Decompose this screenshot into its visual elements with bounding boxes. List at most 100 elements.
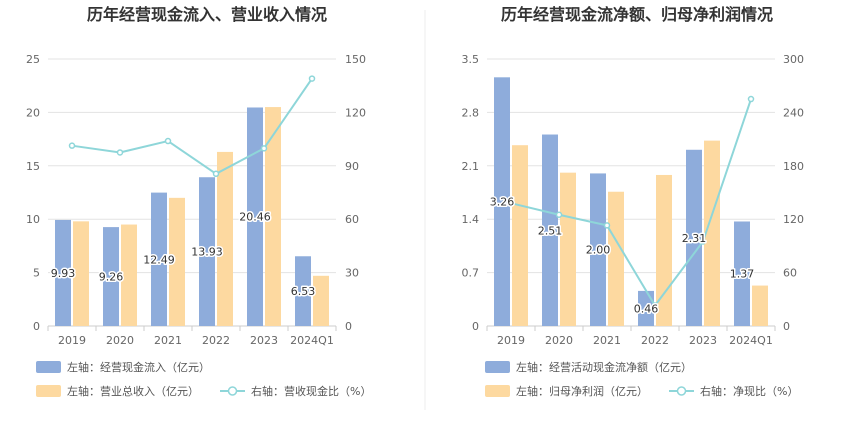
bar-data-label: 13.93 [191,246,223,259]
bar-primary [494,77,510,327]
bar-secondary [656,174,672,326]
bar-data-label: 2.31 [682,232,707,245]
legend-label: 左轴：归母净利润（亿元） [516,384,648,398]
bar-primary [55,219,71,326]
y-right-tick-label: 0 [783,320,790,333]
bar-secondary [121,224,137,326]
bar-secondary [560,172,576,326]
bar-primary [247,107,263,326]
x-tick-label: 2021 [593,334,621,347]
bar-primary [295,256,311,326]
bar-secondary [313,275,329,326]
bar-primary [590,173,606,326]
bar-primary [686,149,702,326]
y-left-tick-label: 15 [26,160,40,173]
y-right-tick-label: 180 [783,160,804,173]
bar-data-label: 2.00 [586,244,611,257]
bar-data-label: 12.49 [143,253,175,266]
bar-data-label: 9.93 [51,267,76,280]
bar-primary [638,290,654,326]
ratio-point [116,149,124,156]
y-left-tick-label: 20 [26,106,40,119]
x-tick-label: 2021 [154,334,182,347]
legend-swatch [485,361,510,373]
legend-label: 左轴：营业总收入（亿元） [67,384,199,398]
x-tick-label: 2019 [497,334,525,347]
bar-data-label: 9.26 [99,271,124,284]
ratio-line [510,98,752,308]
ratio-point [260,145,268,152]
ratio-point [212,170,220,178]
chart-title: 历年经营现金流入、营业收入情况 [87,5,327,24]
y-right-tick-label: 30 [345,267,359,280]
x-tick-label: 2020 [106,334,134,347]
y-left-tick-label: 3.5 [462,53,480,66]
y-right-tick-label: 120 [345,106,366,119]
legend-swatch [36,361,61,373]
bar-secondary [265,107,281,326]
bar-data-label: 20.46 [239,211,271,224]
y-left-tick-label: 25 [26,53,40,66]
bar-secondary [752,285,768,326]
bar-data-label: 6.53 [291,285,316,298]
y-left-tick-label: 1.4 [462,213,480,226]
bar-secondary [704,140,720,326]
bar-primary [151,192,167,326]
y-left-tick-label: 2.8 [462,106,480,119]
legend-swatch [485,385,510,397]
legend-label: 左轴：经营现金流入（亿元） [67,360,210,374]
y-right-tick-label: 60 [783,267,797,280]
y-left-tick-label: 10 [26,213,40,226]
bar-primary [542,134,558,326]
bar-data-label: 3.26 [490,196,515,209]
x-tick-label: 2024Q1 [290,334,334,347]
x-tick-label: 2022 [202,334,230,347]
y-right-tick-label: 150 [345,53,366,66]
legend-line-marker [227,386,238,396]
x-tick-label: 2022 [641,334,669,347]
bar-primary [103,227,119,326]
x-tick-label: 2019 [58,334,86,347]
ratio-point [603,222,611,229]
ratio-point [507,199,515,207]
ratio-point [747,95,755,103]
y-left-tick-label: 0.7 [462,267,480,280]
chart-title: 历年经营现金流净额、归母净利润情况 [501,5,773,24]
ratio-point [68,142,76,149]
bar-secondary [73,221,89,326]
bar-primary [199,177,215,326]
bar-primary [734,221,750,326]
y-right-tick-label: 240 [783,106,804,119]
ratio-point [308,75,316,82]
ratio-point [699,238,707,245]
y-left-tick-label: 0 [472,320,479,333]
bar-secondary [217,151,233,326]
legend-label: 左轴：经营活动现金流净额（亿元） [516,360,692,374]
y-right-tick-label: 90 [345,160,359,173]
y-right-tick-label: 60 [345,213,359,226]
ratio-line [71,78,313,175]
x-tick-label: 2020 [545,334,573,347]
bar-data-label: 2.51 [538,224,563,237]
y-left-tick-label: 0 [33,320,40,333]
legend-swatch [36,385,61,397]
y-right-tick-label: 120 [783,213,804,226]
bar-secondary [608,191,624,326]
x-tick-label: 2024Q1 [729,334,773,347]
y-left-tick-label: 2.1 [462,160,480,173]
legend-label: 右轴：营收现金比（%） [251,384,371,398]
y-left-tick-label: 5 [33,267,40,280]
ratio-point [555,211,563,218]
bar-data-label: 1.37 [730,268,755,281]
bar-data-label: 0.46 [634,302,659,315]
ratio-point [651,302,659,309]
x-tick-label: 2023 [250,334,278,347]
legend-line-marker [676,386,687,396]
ratio-point [164,137,172,145]
y-right-tick-label: 300 [783,53,804,66]
bar-secondary [512,145,528,326]
y-right-tick-label: 0 [345,320,352,333]
legend-label: 右轴：净现比（%） [700,384,798,398]
